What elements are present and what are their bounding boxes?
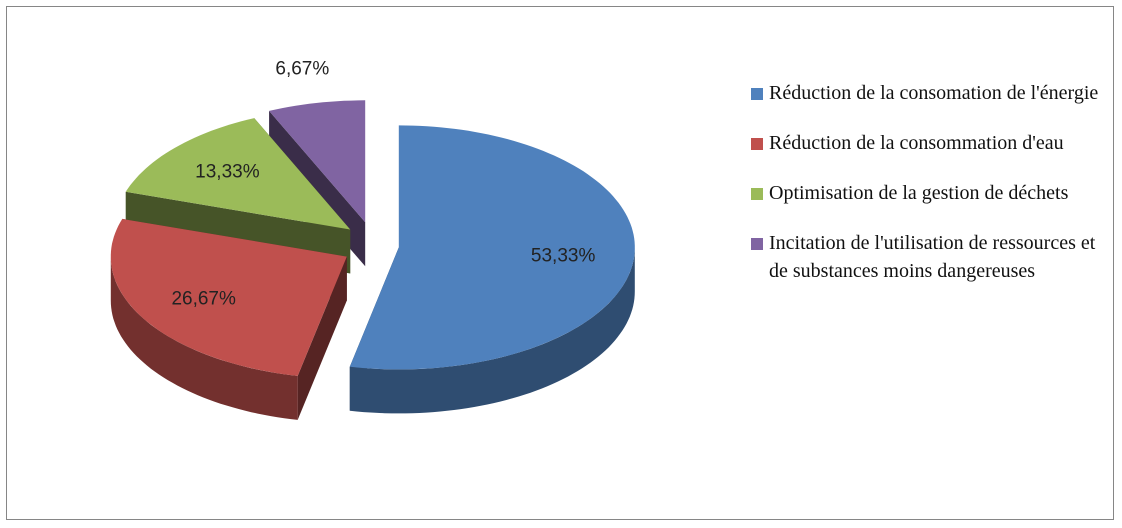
legend-swatch <box>751 88 763 100</box>
data-label: 53,33% <box>531 245 596 266</box>
legend-swatch <box>751 238 763 250</box>
slice <box>125 118 351 230</box>
legend-swatch <box>751 138 763 150</box>
legend-entry: Optimisation de la gestion de déchets <box>749 179 1109 207</box>
slice <box>349 125 635 370</box>
data-label: 26,67% <box>171 288 236 309</box>
data-labels: 53,33% 26,67% 13,33% 6,67% <box>171 59 595 310</box>
legend-swatch <box>751 188 763 200</box>
data-label: 6,67% <box>275 59 329 80</box>
legend-label: Réduction de la consomation de l'énergie <box>769 82 1099 104</box>
legend-label: Incitation de l'utilisation de ressource… <box>769 232 1096 282</box>
slice-side <box>349 247 635 414</box>
legend-label: Réduction de la consommation d'eau <box>769 132 1064 154</box>
legend-label: Optimisation de la gestion de déchets <box>769 182 1069 204</box>
slice <box>269 100 366 223</box>
legend-entry: Réduction de la consommation d'eau <box>749 129 1109 157</box>
slice-tops <box>110 100 635 376</box>
legend-entry: Réduction de la consomation de l'énergie <box>749 79 1109 107</box>
legend-entry: Incitation de l'utilisation de ressource… <box>749 229 1109 285</box>
slice <box>110 218 347 376</box>
pie-chart: 53,33% 26,67% 13,33% 6,67% <box>110 59 635 420</box>
legend: Réduction de la consomation de l'énergie… <box>749 79 1109 307</box>
slice-side <box>110 256 298 420</box>
data-label: 13,33% <box>195 161 260 182</box>
chart-frame: 53,33% 26,67% 13,33% 6,67% Réduction de la … <box>6 6 1114 520</box>
